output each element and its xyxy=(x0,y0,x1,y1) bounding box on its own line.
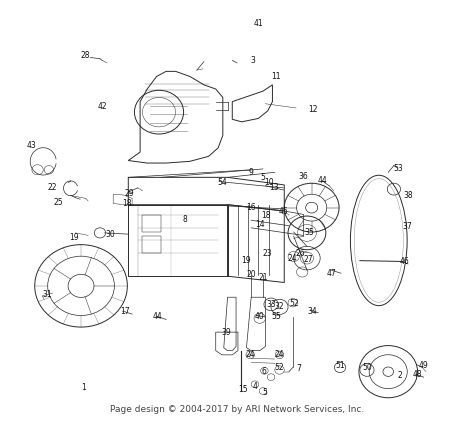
Text: 5: 5 xyxy=(262,388,267,397)
Text: 15: 15 xyxy=(238,385,247,394)
Text: 7: 7 xyxy=(296,364,301,373)
Text: 44: 44 xyxy=(153,313,163,322)
Text: 19: 19 xyxy=(69,233,79,241)
Text: 46: 46 xyxy=(400,257,410,266)
Text: 1: 1 xyxy=(81,383,86,392)
Text: 36: 36 xyxy=(298,172,308,181)
Text: 19: 19 xyxy=(242,256,251,265)
Text: 50: 50 xyxy=(362,363,372,372)
Text: 13: 13 xyxy=(269,183,279,192)
Text: 32: 32 xyxy=(275,303,284,311)
Text: 29: 29 xyxy=(125,189,134,198)
Text: 10: 10 xyxy=(264,178,274,187)
Text: 39: 39 xyxy=(222,328,231,338)
Text: 3: 3 xyxy=(250,56,255,65)
Text: 54: 54 xyxy=(217,178,227,187)
Text: 38: 38 xyxy=(403,190,413,200)
Text: 44: 44 xyxy=(317,176,327,185)
Text: 4: 4 xyxy=(253,382,257,391)
Text: 34: 34 xyxy=(308,307,318,316)
Text: 23: 23 xyxy=(263,249,273,257)
Text: 2: 2 xyxy=(398,371,402,379)
Text: 24: 24 xyxy=(246,350,255,360)
Text: 22: 22 xyxy=(48,184,57,192)
Text: 52: 52 xyxy=(290,299,300,308)
Text: 27: 27 xyxy=(303,255,313,264)
Text: 43: 43 xyxy=(27,141,36,150)
Text: 55: 55 xyxy=(271,312,281,321)
Text: 31: 31 xyxy=(42,290,52,299)
Text: 17: 17 xyxy=(120,308,129,316)
Text: 33: 33 xyxy=(266,300,276,309)
Text: 45: 45 xyxy=(278,207,288,216)
Text: 48: 48 xyxy=(413,370,422,379)
Text: 5: 5 xyxy=(261,173,265,182)
Text: 24: 24 xyxy=(275,350,284,360)
Text: 25: 25 xyxy=(54,198,63,207)
Text: 21: 21 xyxy=(258,273,268,282)
Text: 9: 9 xyxy=(249,168,254,177)
Text: 51: 51 xyxy=(335,361,345,370)
Text: 47: 47 xyxy=(327,269,337,278)
Text: 35: 35 xyxy=(304,227,314,236)
Text: 26: 26 xyxy=(296,249,306,257)
Text: 53: 53 xyxy=(394,165,403,173)
Text: Page design © 2004-2017 by ARI Network Services, Inc.: Page design © 2004-2017 by ARI Network S… xyxy=(110,405,364,414)
Text: 28: 28 xyxy=(80,51,90,60)
Text: 41: 41 xyxy=(254,19,263,28)
Text: 18: 18 xyxy=(123,199,132,208)
Text: 16: 16 xyxy=(246,203,256,212)
Text: 6: 6 xyxy=(262,367,267,376)
Text: 37: 37 xyxy=(402,222,412,232)
Text: 12: 12 xyxy=(308,105,318,114)
Text: 18: 18 xyxy=(262,211,271,220)
Text: 42: 42 xyxy=(98,102,107,111)
Text: 49: 49 xyxy=(419,361,428,370)
Text: 24: 24 xyxy=(287,254,297,262)
Text: 30: 30 xyxy=(106,230,115,238)
Text: 8: 8 xyxy=(182,215,187,224)
Text: 20: 20 xyxy=(246,271,256,279)
Text: 52: 52 xyxy=(275,363,284,372)
Text: 14: 14 xyxy=(255,220,264,229)
Text: 11: 11 xyxy=(271,72,281,81)
Text: 40: 40 xyxy=(255,313,264,322)
